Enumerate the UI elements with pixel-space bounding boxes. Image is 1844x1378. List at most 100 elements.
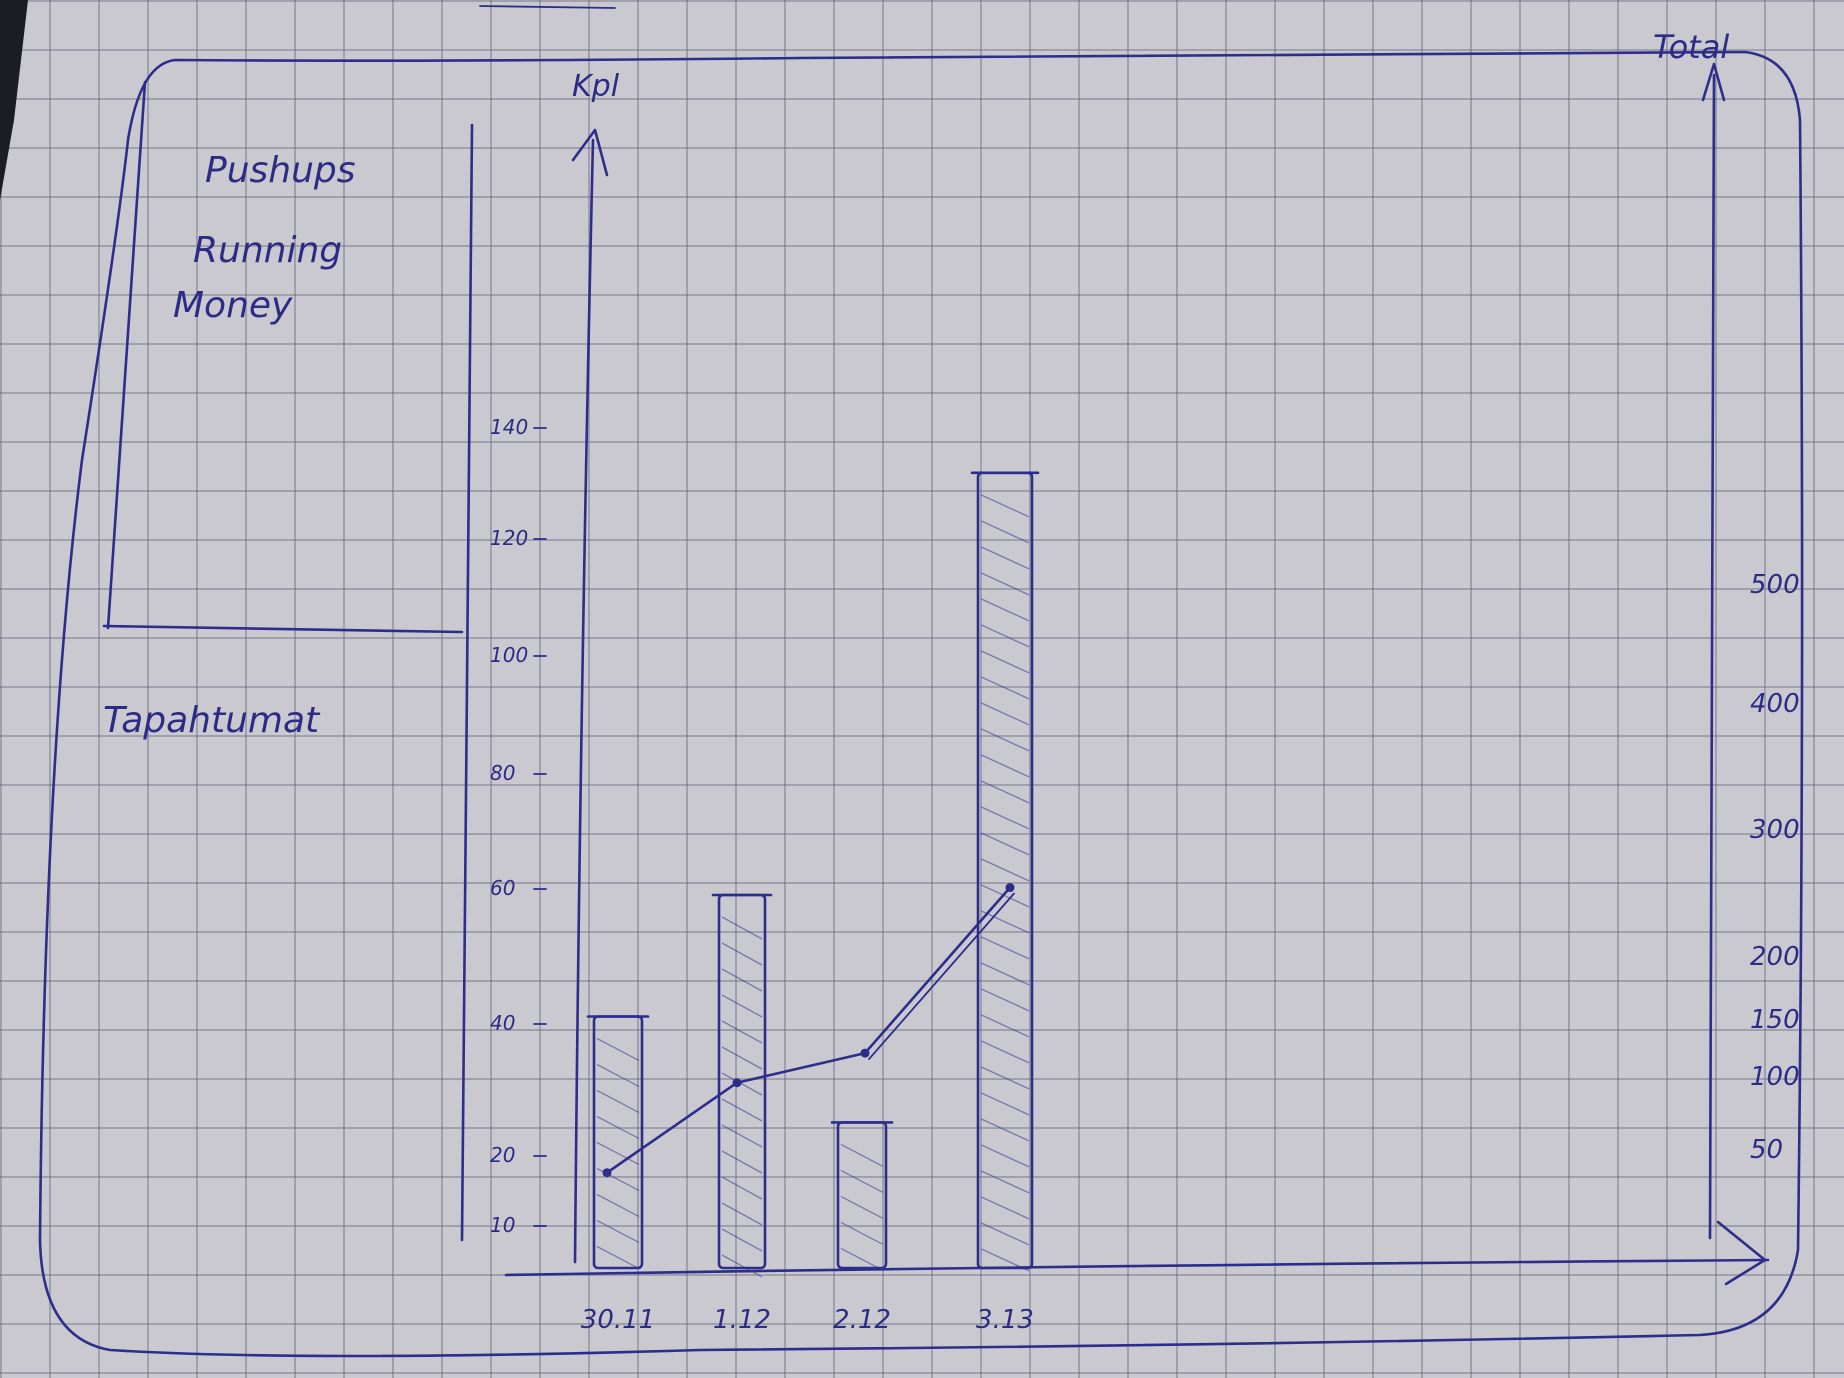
bar-hatch-3	[980, 1092, 1030, 1116]
bar-hatch-3	[980, 702, 1030, 726]
bar-hatch-2	[840, 1221, 884, 1245]
bar-hatch-1	[721, 1176, 763, 1200]
bar-hatch-0	[596, 1063, 640, 1088]
chart-panel-divider	[460, 123, 474, 1242]
category-label-0: 30.11	[581, 1305, 655, 1335]
bar-hatch-3	[980, 988, 1030, 1012]
left-tick-label-6: 120	[490, 526, 528, 550]
bar-hatch-3	[980, 728, 1030, 752]
bar-hatch-3	[980, 910, 1030, 934]
bar-hatch-3	[980, 884, 1030, 908]
bar-hatch-3	[980, 1118, 1030, 1142]
chart: Kpl Total 10 20 40 60 80 100 120 140 50 100 150 20…	[490, 28, 1800, 1335]
bar-hatch-3	[980, 962, 1030, 986]
bar-hatch-1	[721, 994, 763, 1018]
bar-hatch-3	[980, 494, 1030, 518]
bar-hatch-3	[980, 650, 1030, 674]
bar-hatch-1	[721, 1150, 763, 1174]
bar-hatch-1	[721, 1202, 763, 1226]
bar-hatch-3	[980, 1066, 1030, 1090]
category-label-3: 3.13	[976, 1305, 1034, 1335]
left-axis-label: Kpl	[572, 69, 620, 104]
section-title-tapahtumat: Tapahtumat	[103, 700, 321, 741]
bar-hatch-3	[980, 1196, 1030, 1220]
right-tick-label-6: 500	[1750, 570, 1800, 600]
bar-hatch-3	[980, 598, 1030, 622]
bar-hatch-1	[721, 1124, 763, 1148]
bar-hatch-1	[721, 1072, 763, 1096]
right-axis-arrow	[1701, 62, 1726, 102]
sidebar-divider	[102, 624, 464, 634]
bar-hatch-0	[596, 1245, 640, 1270]
total-point-1	[732, 1078, 742, 1088]
bar-hatch-1	[721, 1254, 763, 1278]
bar-hatch-3	[980, 624, 1030, 648]
bar-hatch-3	[980, 936, 1030, 960]
right-tick-label-2: 150	[1750, 1005, 1800, 1035]
bar-hatch-3	[980, 754, 1030, 778]
bar-hatch-0	[596, 1219, 640, 1244]
right-axis-line	[1708, 73, 1716, 1240]
bar-hatch-1	[721, 916, 763, 940]
bar-hatch-1	[721, 1228, 763, 1252]
bar-2	[836, 1121, 888, 1270]
bar-hatch-1	[721, 1098, 763, 1122]
bar-hatch-0	[596, 1089, 640, 1114]
right-tick-label-5: 400	[1750, 689, 1800, 719]
bar-hatch-3	[980, 572, 1030, 596]
total-line-retrace	[868, 892, 1015, 1060]
bar-hatch-3	[980, 1170, 1030, 1194]
right-tick-label-3: 200	[1750, 942, 1800, 972]
total-point-3	[1005, 883, 1015, 893]
bar-hatch-1	[721, 942, 763, 966]
stray-stroke	[479, 5, 616, 9]
bar-hatch-2	[840, 1143, 884, 1167]
left-tick-label-1: 20	[490, 1143, 515, 1167]
bar-hatch-2	[840, 1169, 884, 1193]
bar-hatch-2	[840, 1195, 884, 1219]
x-axis-line	[504, 1258, 1770, 1277]
bar-hatch-0	[596, 1037, 640, 1062]
left-axis-line	[573, 138, 595, 1264]
bar-hatch-3	[980, 520, 1030, 544]
left-tick-label-5: 100	[490, 643, 528, 667]
bar-hatch-3	[980, 1040, 1030, 1064]
bar-hatch-1	[721, 1046, 763, 1070]
total-line	[605, 886, 1012, 1175]
bar-hatch-3	[980, 1144, 1030, 1168]
left-tick-label-0: 10	[490, 1213, 515, 1237]
sidebar-item-running[interactable]: Running	[193, 230, 342, 271]
bar-hatch-0	[596, 1115, 640, 1140]
bar-hatch-3	[980, 1222, 1030, 1246]
category-label-1: 1.12	[713, 1305, 771, 1335]
bar-hatch-3	[980, 806, 1030, 830]
sidebar-item-money[interactable]: Money	[173, 285, 293, 326]
bar-hatch-3	[980, 676, 1030, 700]
right-tick-label-0: 50	[1750, 1135, 1783, 1165]
window-frame	[38, 50, 1804, 1358]
left-tick-label-3: 60	[490, 876, 515, 900]
bar-0	[592, 1015, 644, 1270]
total-point-0	[602, 1168, 612, 1178]
category-label-2: 2.12	[833, 1305, 891, 1335]
right-axis-label: Total	[1653, 28, 1729, 66]
left-tick-label-4: 80	[490, 761, 515, 785]
sidebar-item-pushups[interactable]: Pushups	[205, 150, 356, 191]
left-tick-label-2: 40	[490, 1011, 515, 1035]
bar-hatch-1	[721, 968, 763, 992]
bar-hatch-3	[980, 780, 1030, 804]
bar-hatch-1	[721, 1020, 763, 1044]
total-point-2	[860, 1048, 870, 1058]
right-tick-label-4: 300	[1750, 815, 1800, 845]
left-tick-label-7: 140	[490, 415, 528, 439]
x-axis-arrow	[1716, 1220, 1767, 1286]
bar-hatch-3	[980, 858, 1030, 882]
sidebar-border	[106, 80, 147, 630]
bar-hatch-3	[980, 1014, 1030, 1038]
bar-hatch-3	[980, 546, 1030, 570]
table-edge	[0, 0, 28, 200]
bar-hatch-3	[980, 832, 1030, 856]
left-axis-arrow	[571, 128, 609, 177]
bar-hatch-0	[596, 1193, 640, 1218]
